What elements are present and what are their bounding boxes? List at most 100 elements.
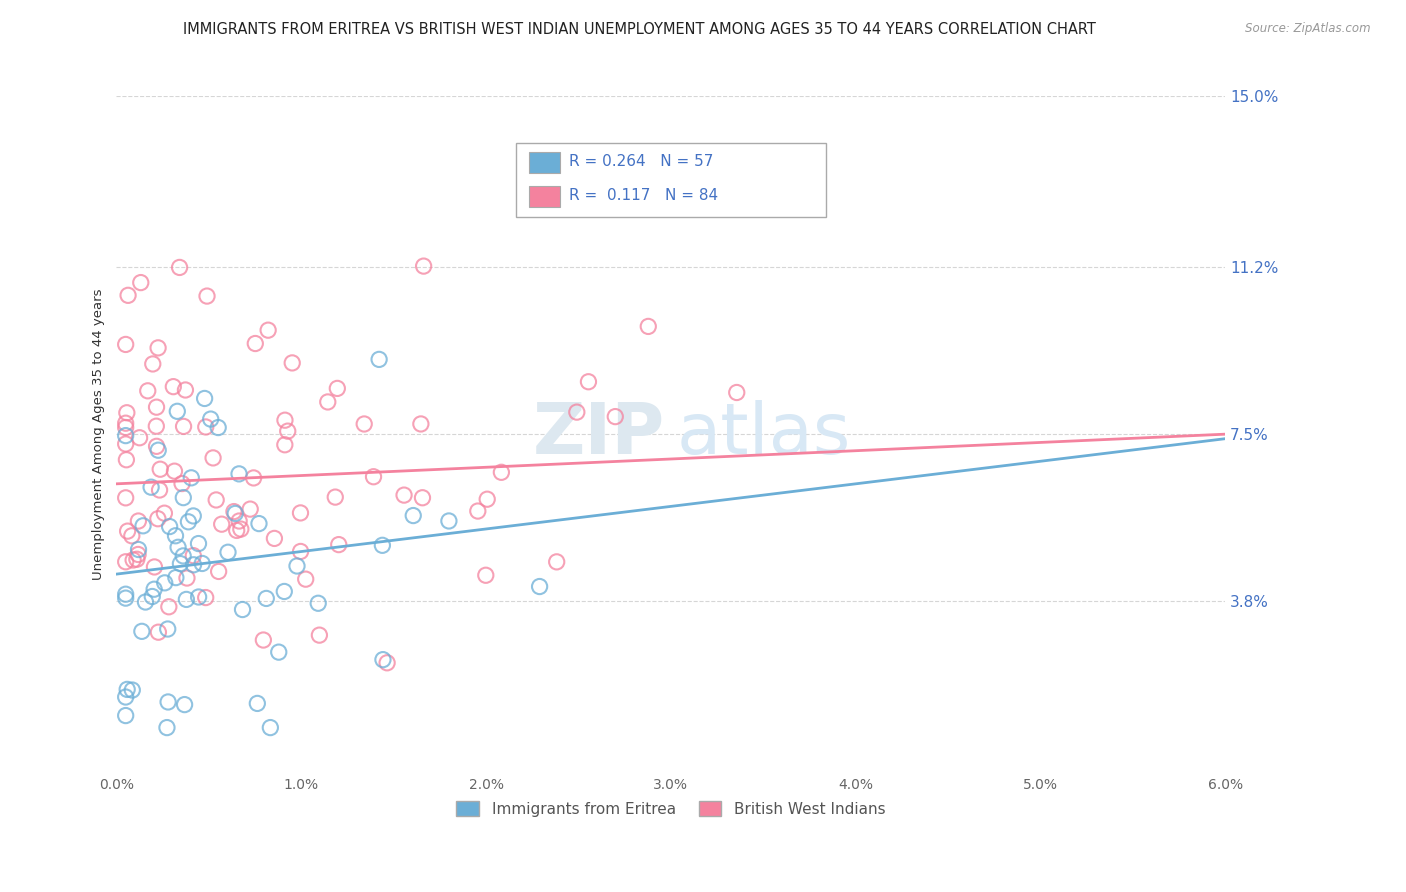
- Point: [637, 319, 659, 334]
- Point: [145, 400, 167, 414]
- Point: [181, 508, 204, 523]
- Point: [146, 512, 169, 526]
- Text: IMMIGRANTS FROM ERITREA VS BRITISH WEST INDIAN UNEMPLOYMENT AMONG AGES 35 TO 44 : IMMIGRANTS FROM ERITREA VS BRITISH WEST …: [183, 22, 1097, 37]
- Point: [467, 504, 489, 518]
- Point: [353, 417, 375, 431]
- Point: [142, 357, 165, 371]
- Point: [181, 549, 204, 563]
- Point: [114, 587, 136, 601]
- Point: [173, 419, 195, 434]
- Point: [170, 476, 193, 491]
- Point: [121, 529, 143, 543]
- Point: [392, 488, 415, 502]
- Point: [565, 405, 588, 419]
- Text: R =  0.117   N = 84: R = 0.117 N = 84: [569, 188, 718, 203]
- Point: [177, 515, 200, 529]
- Point: [114, 708, 136, 723]
- Point: [187, 590, 209, 604]
- Point: [115, 682, 138, 697]
- Text: Source: ZipAtlas.com: Source: ZipAtlas.com: [1246, 22, 1371, 36]
- Point: [173, 698, 195, 712]
- Point: [166, 404, 188, 418]
- Legend: Immigrants from Eritrea, British West Indians: Immigrants from Eritrea, British West In…: [450, 795, 891, 822]
- Point: [114, 437, 136, 451]
- Point: [183, 558, 205, 572]
- Text: ZIP: ZIP: [533, 400, 665, 468]
- Point: [145, 419, 167, 434]
- Point: [326, 381, 349, 395]
- Bar: [529, 186, 560, 207]
- Point: [114, 690, 136, 704]
- Point: [139, 480, 162, 494]
- Point: [578, 375, 600, 389]
- Point: [371, 653, 394, 667]
- Point: [127, 514, 149, 528]
- Point: [437, 514, 460, 528]
- Point: [222, 505, 245, 519]
- Point: [162, 379, 184, 393]
- Point: [294, 572, 316, 586]
- Point: [172, 549, 194, 563]
- Point: [247, 516, 270, 531]
- Point: [211, 517, 233, 532]
- Point: [114, 491, 136, 505]
- Point: [323, 490, 346, 504]
- Point: [316, 395, 339, 409]
- Point: [149, 462, 172, 476]
- Point: [114, 420, 136, 434]
- Point: [252, 633, 274, 648]
- Point: [156, 622, 179, 636]
- Point: [172, 491, 194, 505]
- Point: [114, 591, 136, 606]
- Point: [254, 591, 277, 606]
- Point: [114, 428, 136, 442]
- Point: [153, 575, 176, 590]
- Point: [187, 536, 209, 550]
- Point: [200, 412, 222, 426]
- Point: [409, 417, 432, 431]
- Point: [307, 596, 329, 610]
- Point: [281, 356, 304, 370]
- Point: [157, 695, 180, 709]
- Point: [134, 595, 156, 609]
- Point: [477, 492, 499, 507]
- Point: [194, 591, 217, 605]
- Point: [146, 341, 169, 355]
- Point: [167, 541, 190, 555]
- Point: [159, 519, 181, 533]
- Point: [259, 721, 281, 735]
- Point: [121, 683, 143, 698]
- Point: [153, 506, 176, 520]
- Point: [529, 580, 551, 594]
- Text: R = 0.264   N = 57: R = 0.264 N = 57: [569, 154, 713, 169]
- Point: [129, 276, 152, 290]
- Point: [308, 628, 330, 642]
- Point: [136, 384, 159, 398]
- Point: [273, 584, 295, 599]
- Point: [475, 568, 498, 582]
- Point: [274, 438, 297, 452]
- Point: [174, 383, 197, 397]
- Point: [195, 289, 218, 303]
- Point: [156, 721, 179, 735]
- Point: [205, 492, 228, 507]
- Point: [114, 555, 136, 569]
- Point: [148, 483, 170, 497]
- Point: [285, 559, 308, 574]
- Point: [491, 465, 513, 479]
- Point: [176, 571, 198, 585]
- Point: [371, 538, 394, 552]
- Point: [128, 542, 150, 557]
- Point: [148, 443, 170, 458]
- Bar: [529, 152, 560, 173]
- Point: [368, 352, 391, 367]
- Point: [290, 544, 312, 558]
- Point: [257, 323, 280, 337]
- Point: [141, 590, 163, 604]
- Point: [180, 471, 202, 485]
- Point: [402, 508, 425, 523]
- Point: [131, 624, 153, 639]
- FancyBboxPatch shape: [516, 143, 827, 218]
- Point: [225, 524, 247, 538]
- Point: [163, 464, 186, 478]
